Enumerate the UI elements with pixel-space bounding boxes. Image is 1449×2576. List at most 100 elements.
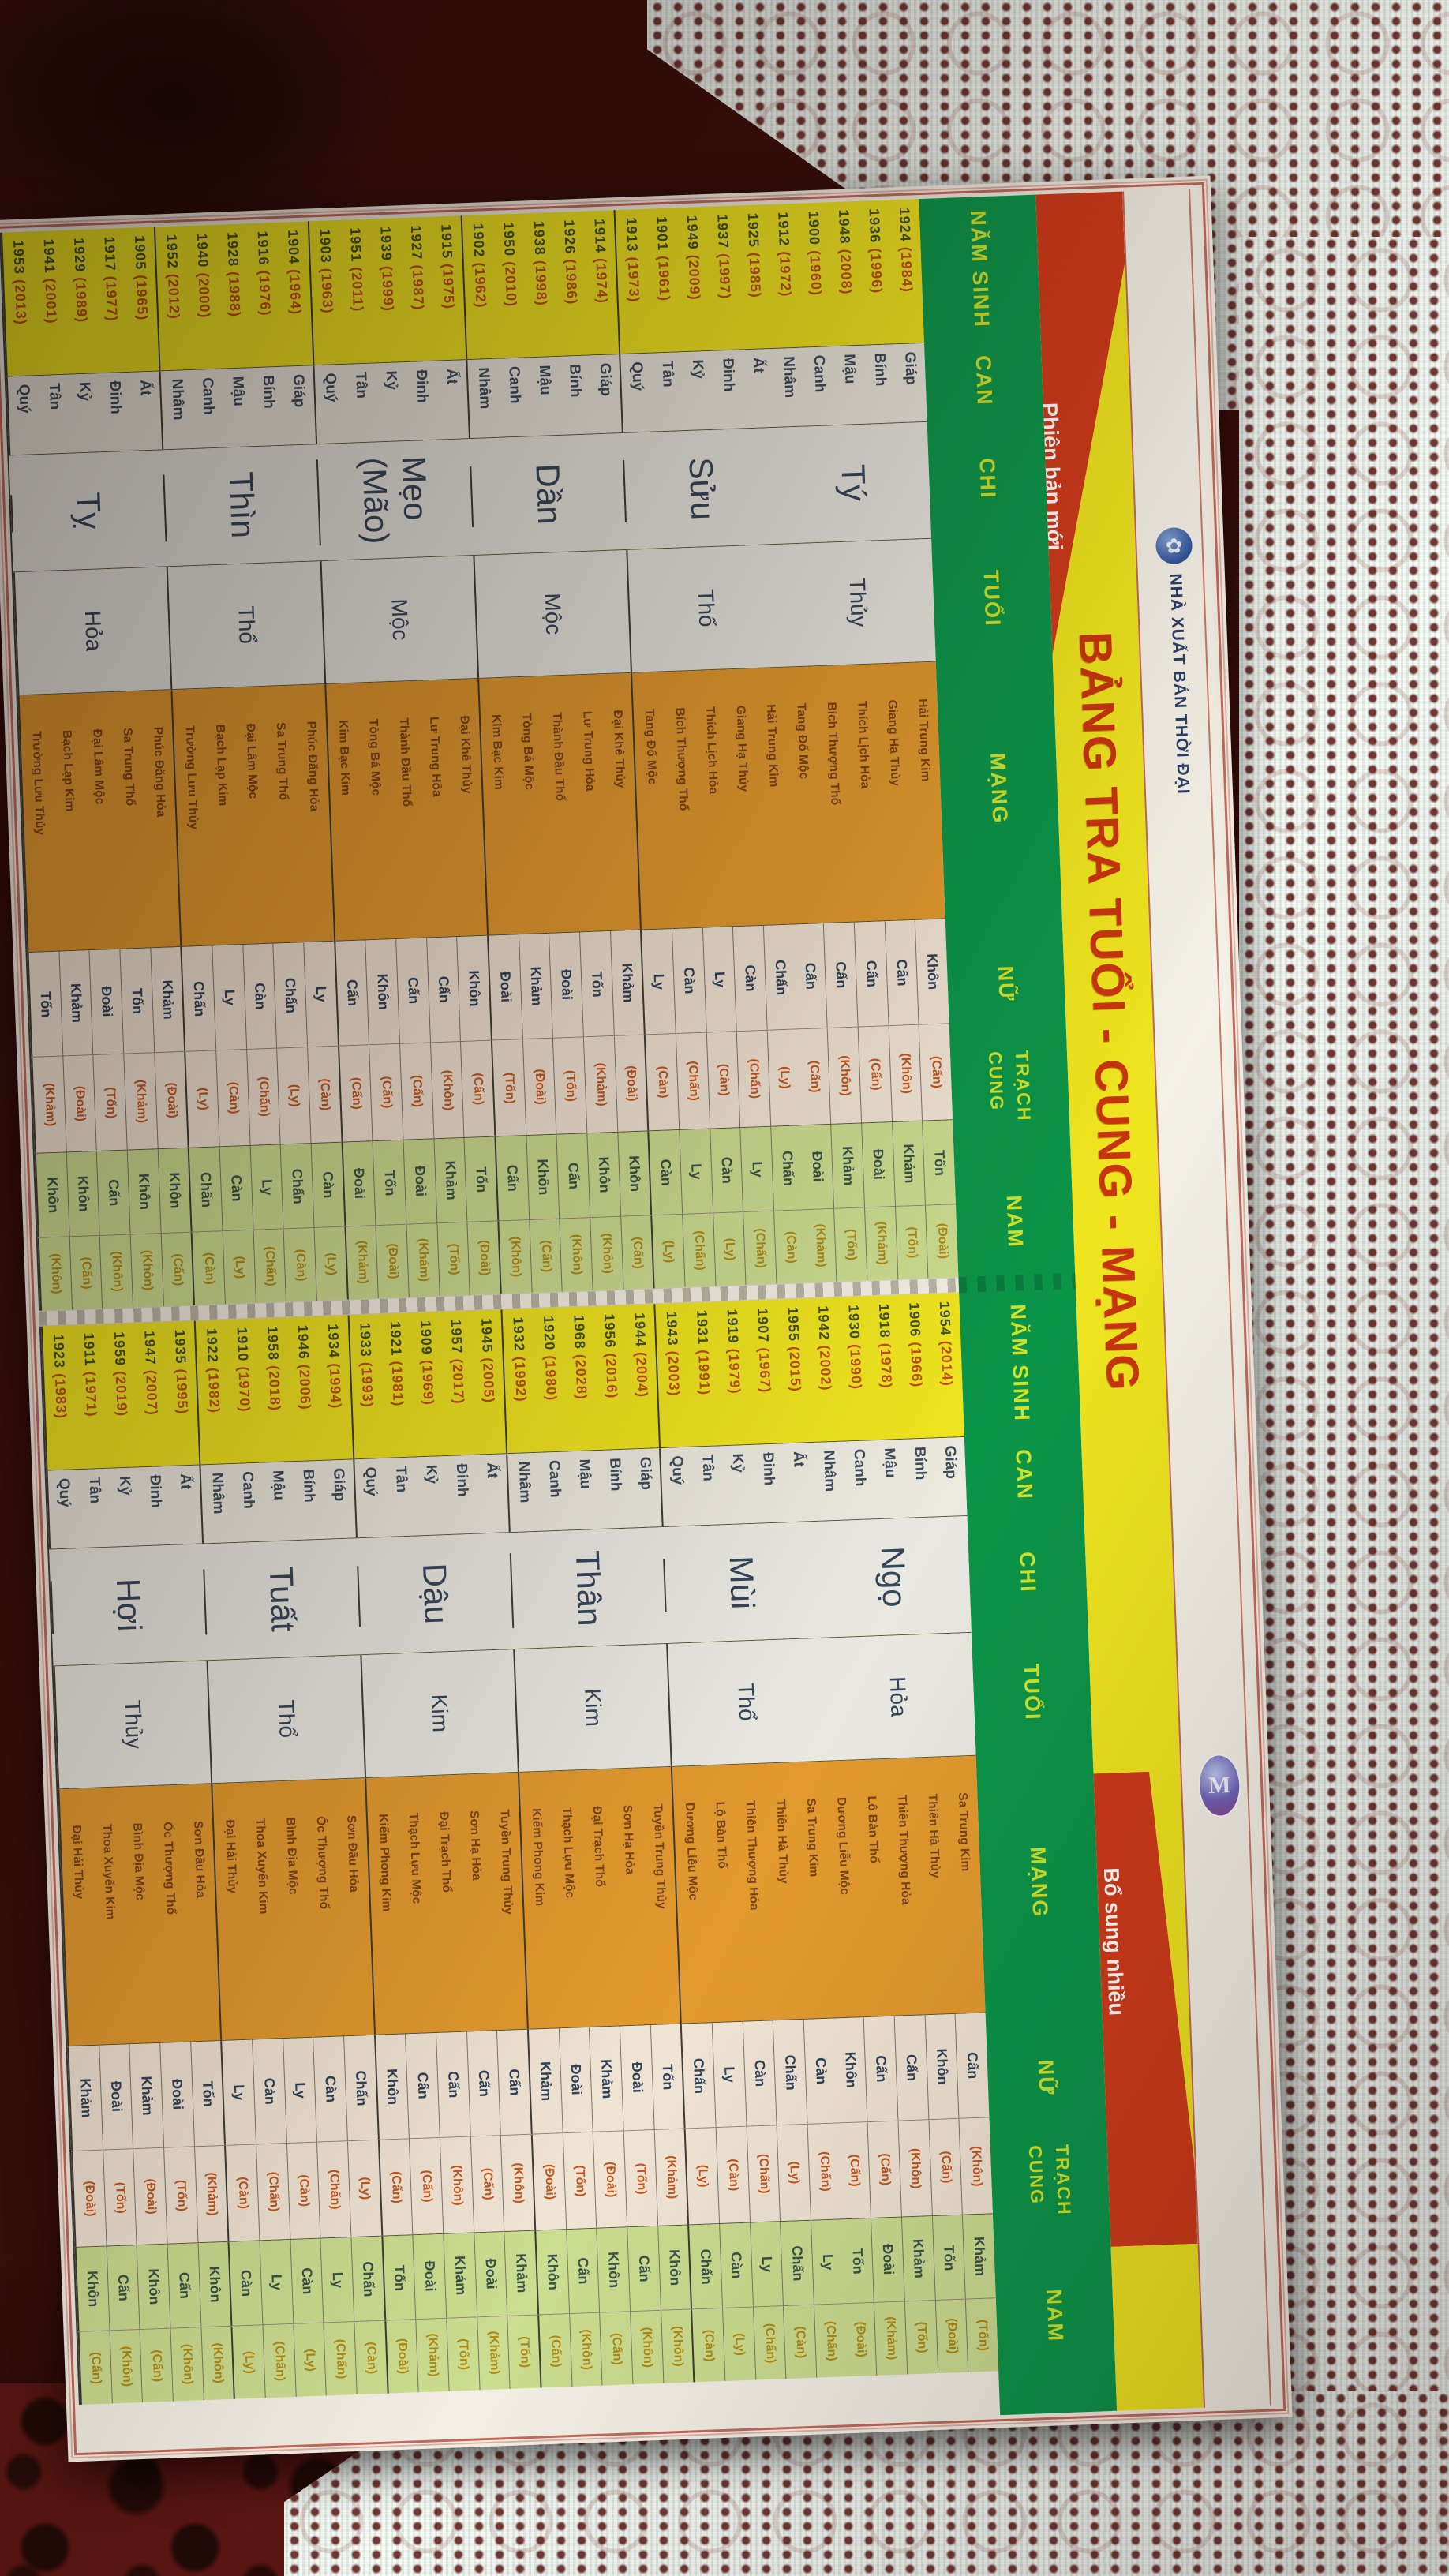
nup-cell: (Khảm): [193, 2145, 228, 2243]
group-mẹo-namp: (Đoài) (Tốn) (Khảm) (Đoài) (Khảm): [344, 1221, 500, 1300]
namp-cell: (Cấn): [539, 2314, 571, 2387]
namp-cell: (Ly): [222, 1230, 256, 1305]
years-cell: 1923 (1983): [43, 1325, 78, 1470]
nam-cell: Khôn: [657, 2225, 691, 2310]
nu-cell: Chấn: [343, 2035, 378, 2141]
years-cell: 1939 (1999): [369, 218, 405, 362]
years-value: 1936 (1996): [866, 208, 886, 294]
header-nu: NỮ: [1033, 2059, 1059, 2097]
nup-cell: (Đoài): [153, 1051, 189, 1149]
can-cell: Giáp: [629, 1448, 662, 1527]
nup-cell: (Cấn): [857, 1026, 892, 1123]
years-value: 1950 (2010): [500, 221, 520, 308]
mang-value: Dương Liễu Mộc: [683, 1802, 700, 1901]
nu-cell: Cấn: [954, 2012, 990, 2118]
namp-cell: (Ly): [722, 2307, 756, 2381]
can-value: Bính: [606, 1457, 624, 1492]
group-dậu-mang: Tuyền Trung Thủy Sơn Hạ Hỏa Đại Trạch Thổ T…: [364, 1773, 527, 2035]
can-value: Mậu: [881, 1447, 899, 1478]
can-value: Ất: [789, 1451, 807, 1468]
header-trach-cung: TRẠCH CUNG: [984, 1050, 1035, 1122]
nu-cell: Đoài: [619, 2025, 654, 2131]
years-cell: 1902 (1962): [462, 215, 498, 359]
nu-value: Cấn: [414, 2072, 432, 2100]
years-cell: 1904 (1964): [277, 221, 313, 365]
namp-value: (Càn): [702, 2328, 717, 2362]
can-cell: Nhâm: [467, 359, 500, 438]
namp-value: (Đoài): [945, 2318, 960, 2355]
can-value: Mậu: [269, 1470, 287, 1501]
nu-cell: Tốn: [189, 2041, 225, 2147]
mang-value: Sơn Hạ Hỏa: [620, 1804, 637, 1875]
mang-value: Sơn Hạ Hỏa: [467, 1810, 484, 1881]
group-mùi-namp: (Chấn) (Càn) (Chấn) (Ly) (Càn): [691, 2304, 847, 2383]
years-value: 1955 (2015): [784, 1306, 804, 1393]
nam-cell: Khôn: [157, 1148, 191, 1234]
can-value: Quý: [15, 384, 33, 414]
namp-value: (Ly): [232, 1255, 247, 1279]
can-value: Nhâm: [474, 367, 493, 410]
can-value: Quý: [321, 373, 340, 402]
years-value: 1909 (1969): [417, 1320, 437, 1406]
nup-cell: (Càn): [226, 2145, 259, 2241]
tuoi-cell: Kim: [363, 1691, 516, 1735]
namp-cell: (Tốn): [833, 1208, 867, 1282]
nam-cell: Chấn: [689, 2224, 722, 2308]
group-dần-nam: Khôn Khôn Cấn Khôn Cấn: [494, 1131, 651, 1221]
can-cell: Nhâm: [813, 1442, 846, 1521]
nup-cell: (Ly): [766, 1029, 801, 1126]
nup-value: (Khôn): [908, 2147, 923, 2189]
namp-value: (Cấn): [88, 2351, 103, 2384]
years-cell: 1947 (2007): [133, 1322, 169, 1466]
namp-cell: (Khảm): [864, 1207, 898, 1281]
mang-value: Hải Trung Kim: [764, 704, 781, 788]
nup-cell: (Tốn): [163, 2147, 198, 2244]
nu-value: Cấn: [475, 2069, 492, 2098]
years-value: 1933 (1993): [357, 1322, 376, 1409]
chi-cell: Tỵ: [12, 490, 165, 533]
chi-label: Tý: [834, 463, 874, 503]
years-cell: 1921 (1981): [380, 1313, 415, 1458]
can-value: Quý: [55, 1477, 73, 1508]
nu-value: Khôn: [384, 2068, 402, 2106]
group-tỵ-nu: Khảm Tốn Đoài Khảm Tốn: [27, 946, 185, 1058]
years-cell: 1917 (1977): [93, 228, 129, 373]
years-value: 1945 (2005): [478, 1317, 498, 1404]
namp-cell: (Khảm): [415, 2318, 449, 2393]
namp-cell: (Chấn): [253, 1229, 286, 1303]
nam-value: Càn: [228, 1174, 245, 1202]
years-cell: 1941 (2001): [32, 230, 68, 375]
nup-cell: (Cấn): [460, 1040, 495, 1137]
group-mẹo-chi: Mẹo (Mão): [316, 453, 473, 546]
chi-cell: Mùi: [665, 1553, 818, 1612]
header-chi: CHI: [1015, 1551, 1041, 1593]
can-cell: Nhâm: [773, 348, 806, 427]
nam-value: Ly: [268, 2274, 286, 2291]
nup-value: (Chấn): [747, 1058, 762, 1099]
namp-value: (Ly): [242, 2350, 256, 2374]
nam-cell: Tốn: [463, 1136, 498, 1222]
can-cell: Tân: [691, 1446, 724, 1525]
years-cell: 1940 (2000): [186, 225, 222, 369]
nup-cell: (Cấn): [409, 2137, 444, 2235]
can-value: Đinh: [106, 380, 125, 415]
can-value: Mậu: [841, 354, 859, 384]
can-cell: Đinh: [99, 373, 132, 451]
namp-value: (Chấn): [753, 1227, 768, 1268]
years-value: 1924 (1984): [896, 207, 915, 294]
years-value: 1934 (1994): [324, 1323, 344, 1410]
group-mẹo-can: Ất Đinh Kỷ Tân Quý: [313, 360, 469, 444]
namp-cell: (Ly): [712, 1212, 746, 1286]
can-value: Canh: [505, 365, 524, 404]
years-cell: 1924 (1984): [889, 199, 924, 343]
can-cell: Mậu: [873, 1440, 906, 1518]
group-sửu-tuoi: Thổ: [626, 544, 784, 672]
namp-cell: (Khảm): [406, 1223, 440, 1297]
can-value: Nhâm: [780, 355, 799, 399]
namp-value: (Khôn): [507, 1236, 523, 1278]
nup-value: (Khảm): [664, 2155, 680, 2200]
nu-cell: Đoài: [98, 2044, 133, 2150]
nu-value: Cấn: [903, 2054, 920, 2082]
nu-value: Ly: [313, 985, 330, 1003]
nam-value: Chấn: [289, 1167, 307, 1204]
